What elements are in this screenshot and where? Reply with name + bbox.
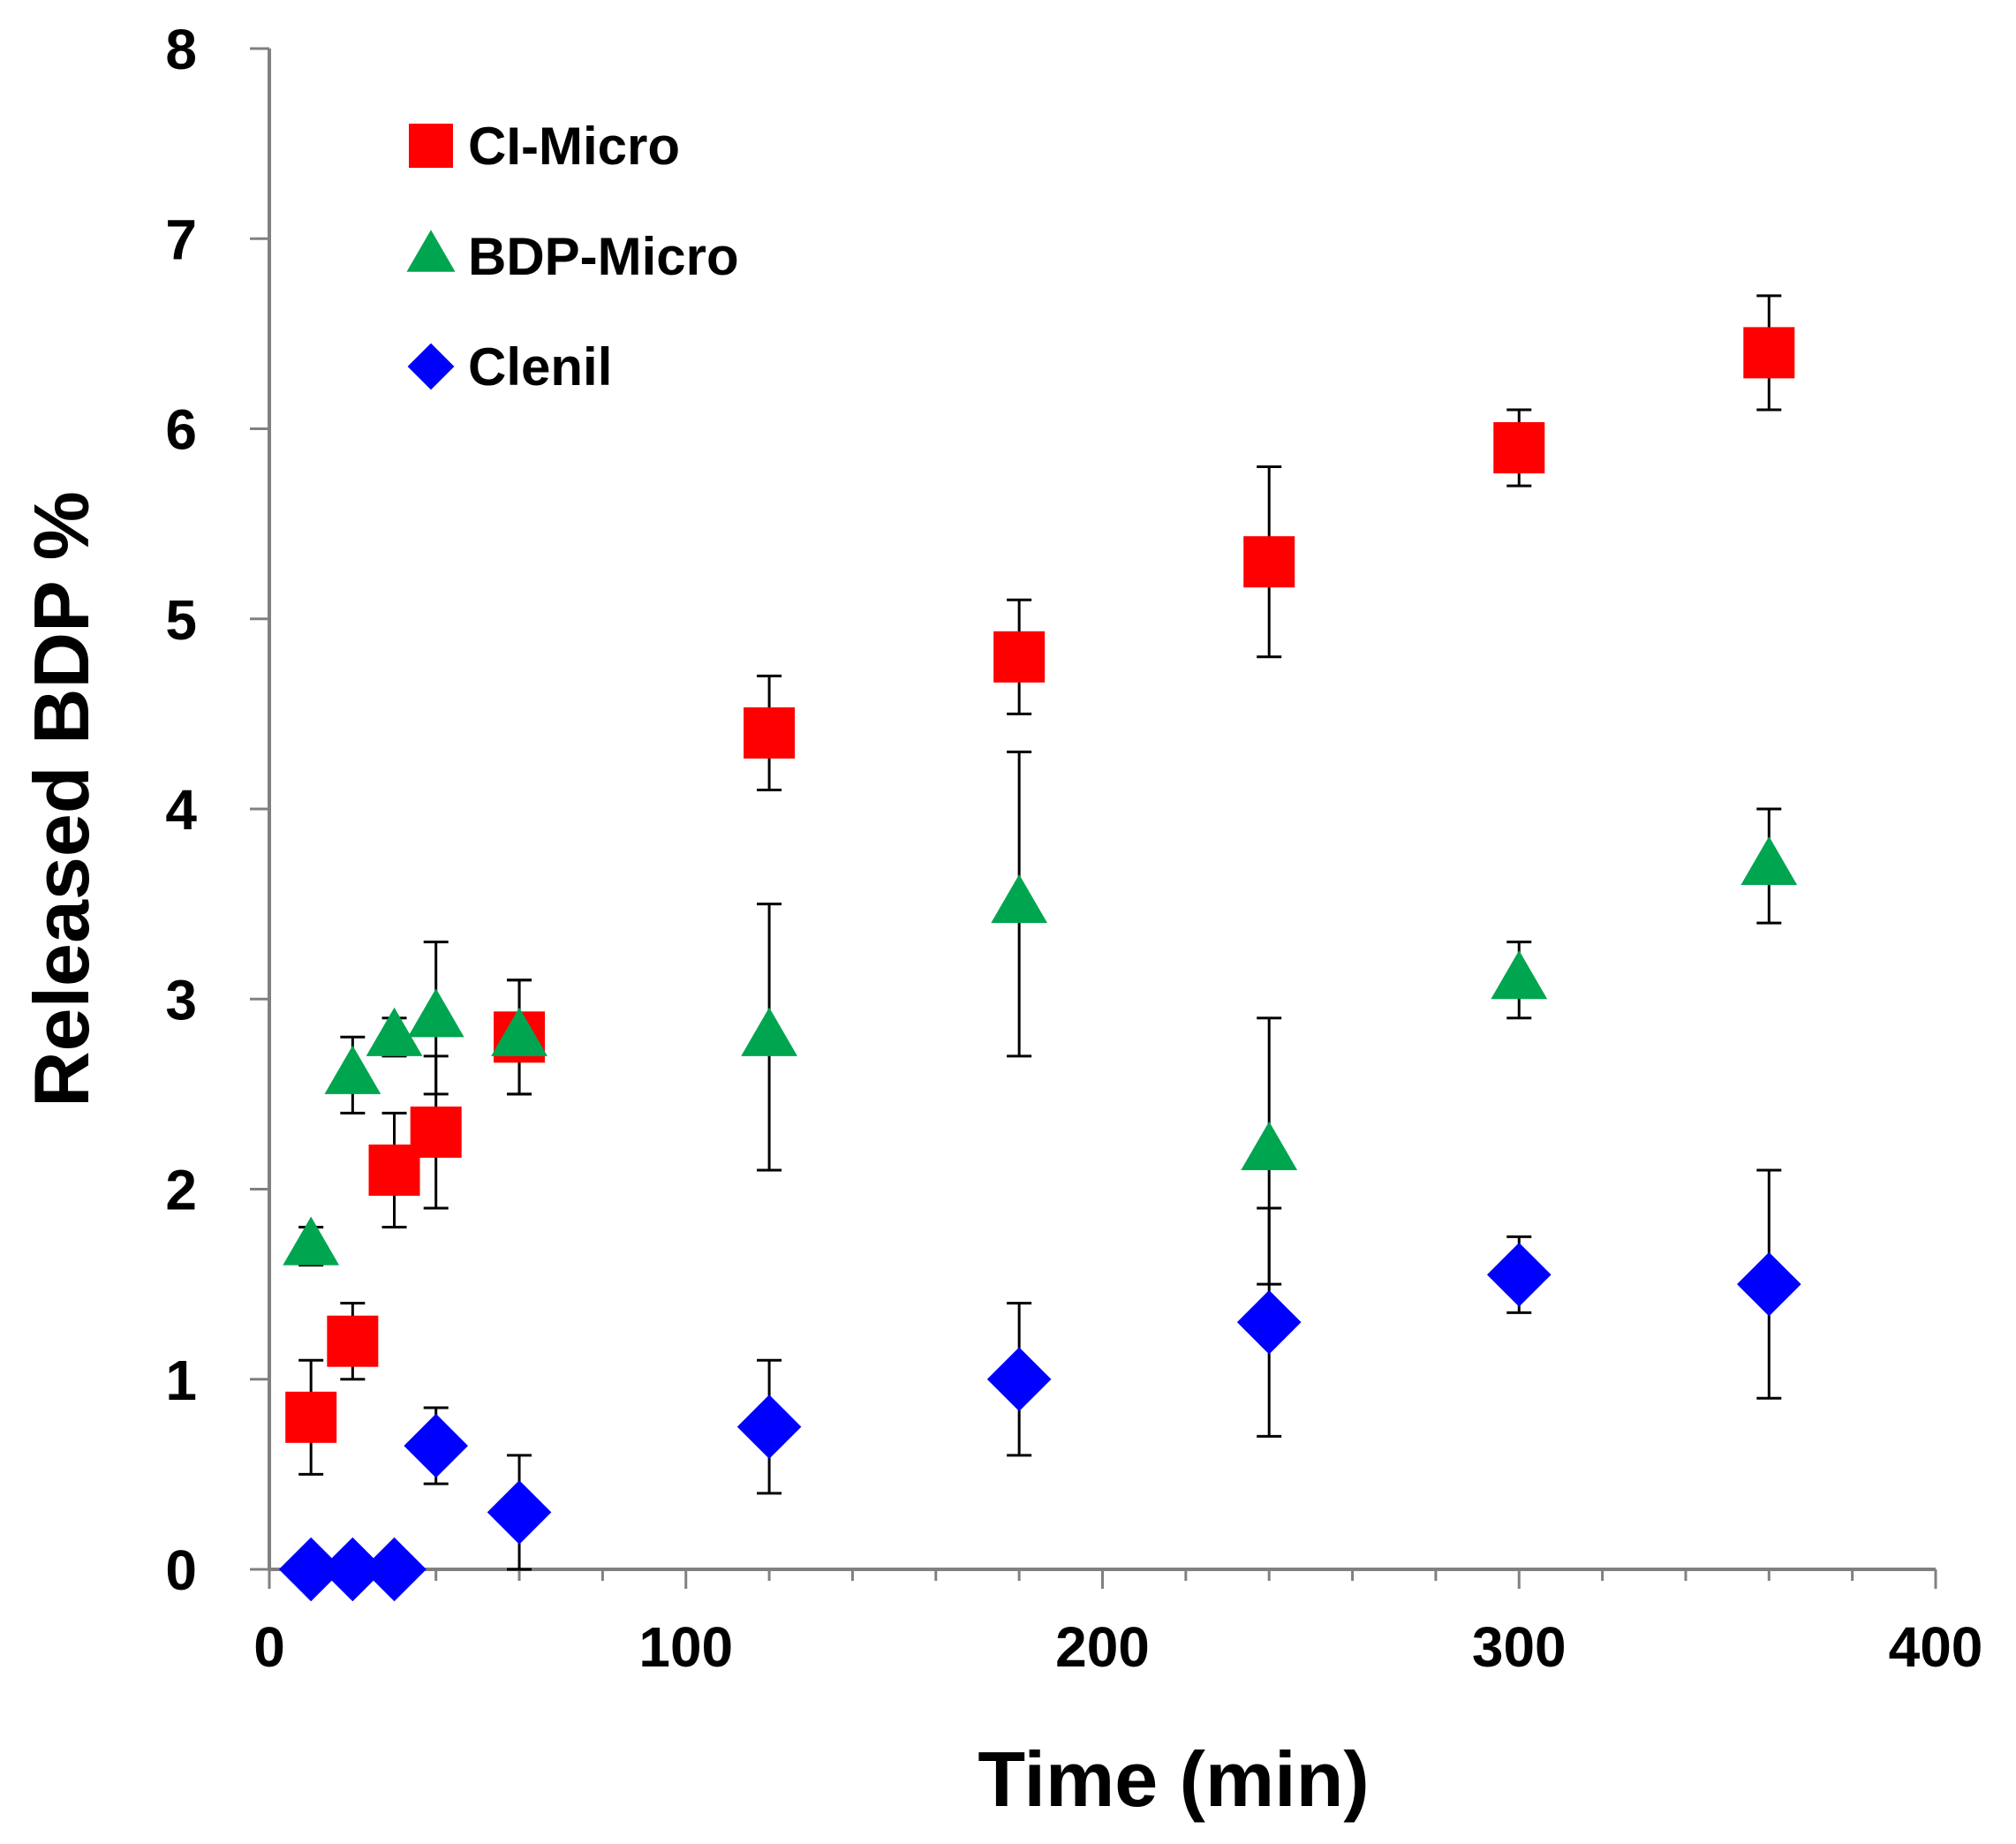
x-tick-label: 100: [638, 1615, 733, 1679]
y-tick-label: 8: [165, 18, 197, 81]
point-bdp-micro: [1740, 836, 1798, 886]
point-ci-micro: [285, 1391, 337, 1443]
point-ci-micro: [1243, 536, 1295, 588]
y-axis-title: Released BDP %: [18, 491, 105, 1107]
point-ci-micro: [744, 707, 796, 759]
y-tick-label: 4: [165, 778, 197, 842]
axes: 0 100 200 300 400 0 1 2 3 4 5 6 7 8: [165, 18, 1982, 1679]
x-tick-label: 400: [1889, 1615, 1983, 1679]
point-clenil: [321, 1537, 385, 1602]
legend: CI-Micro BDP-Micro Clenil: [406, 117, 739, 397]
legend-marker-bdp-micro: [406, 230, 456, 272]
x-axis-title: Time (min): [978, 1735, 1369, 1823]
data-markers: [278, 327, 1801, 1602]
point-ci-micro: [993, 631, 1046, 683]
y-tick-label: 5: [165, 588, 197, 652]
legend-label-bdp-micro: BDP-Micro: [468, 227, 739, 286]
point-ci-micro: [410, 1106, 462, 1158]
point-bdp-micro: [366, 1007, 423, 1056]
point-clenil: [1486, 1243, 1552, 1307]
point-clenil: [487, 1480, 552, 1545]
y-tick-label: 3: [165, 968, 197, 1032]
x-tick-label: 200: [1055, 1615, 1150, 1679]
point-clenil: [362, 1537, 427, 1602]
point-bdp-micro: [407, 988, 464, 1038]
point-clenil: [986, 1347, 1052, 1412]
legend-label-ci-micro: CI-Micro: [468, 117, 680, 176]
point-bdp-micro: [1241, 1121, 1298, 1170]
y-tick-label: 7: [165, 208, 197, 271]
point-bdp-micro: [324, 1045, 381, 1094]
y-tick-label: 2: [165, 1159, 197, 1222]
point-clenil: [404, 1413, 468, 1478]
y-tick-label: 1: [165, 1349, 197, 1412]
point-bdp-micro: [991, 874, 1048, 924]
point-bdp-micro: [1491, 950, 1548, 1000]
point-clenil: [278, 1537, 344, 1602]
point-ci-micro: [1493, 422, 1545, 474]
x-tick-label: 0: [253, 1615, 285, 1679]
point-bdp-micro: [491, 1007, 547, 1056]
point-clenil: [736, 1394, 802, 1459]
point-bdp-micro: [283, 1216, 340, 1266]
legend-marker-clenil: [407, 343, 455, 390]
point-ci-micro: [327, 1315, 379, 1367]
legend-marker-ci-micro: [409, 124, 453, 168]
y-tick-label: 0: [165, 1538, 197, 1602]
point-bdp-micro: [741, 1007, 797, 1056]
point-clenil: [1737, 1251, 1801, 1317]
y-tick-label: 6: [165, 398, 197, 462]
point-ci-micro: [1743, 327, 1795, 379]
legend-label-clenil: Clenil: [468, 337, 612, 397]
x-tick-label: 300: [1472, 1615, 1567, 1679]
point-clenil: [1236, 1289, 1302, 1355]
